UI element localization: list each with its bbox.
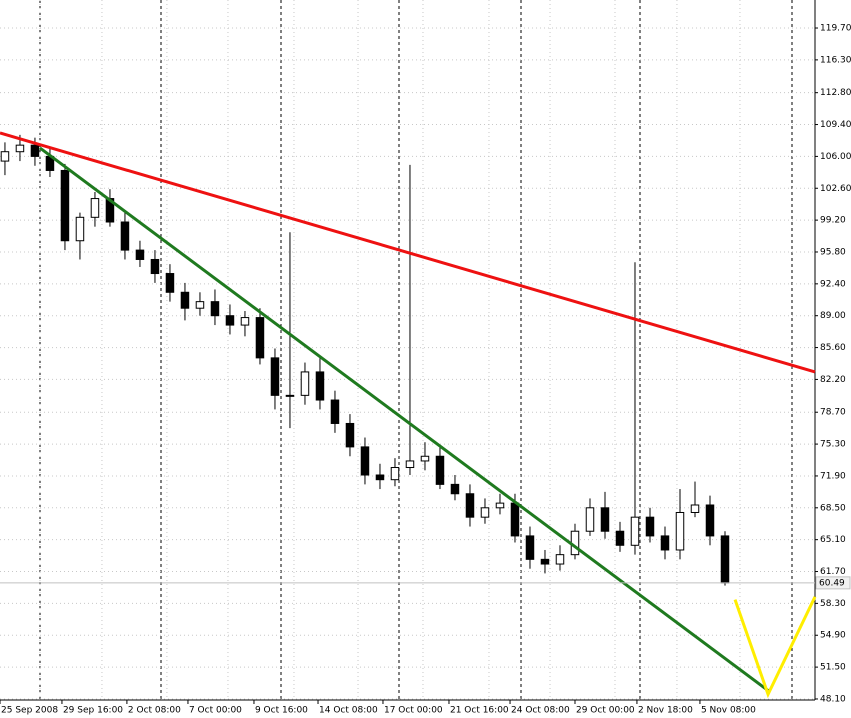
candle-body [135,249,145,260]
x-tick-label: 21 Oct 16:00 [450,706,509,716]
last-price-box [815,576,851,590]
candle-body [435,455,445,485]
candle-body [60,169,70,242]
candle-body [375,474,385,481]
x-tick-label: 9 Oct 16:00 [255,706,308,716]
y-tick-label: 68.50 [820,503,846,513]
candle-body [360,446,370,476]
candle-body [420,455,430,462]
candle-body [240,317,250,326]
candle-body [615,530,625,546]
candle-body [0,151,10,162]
candle-body [345,422,355,448]
candle-body [120,221,130,251]
candle-body [705,504,715,537]
x-tick-label: 7 Oct 00:00 [189,706,242,716]
candle-body [645,516,655,537]
candle-body [270,357,280,396]
candle-body [15,144,25,153]
candle-body [390,467,400,481]
y-tick-label: 89.00 [820,311,846,321]
y-tick-label: 48.10 [820,694,846,704]
candle-body [540,558,550,565]
candle-body [495,502,505,509]
y-tick-label: 112.80 [820,88,851,98]
y-tick-label: 106.00 [820,152,851,162]
x-tick-label: 25 Sep 2008 [1,706,58,716]
trendline [39,146,771,694]
x-tick-label: 17 Oct 00:00 [384,706,443,716]
candle-body [30,144,40,157]
candle-body [75,216,85,242]
y-tick-label: 85.60 [820,343,846,353]
y-tick-label: 102.60 [820,184,851,194]
candle-body [90,198,100,218]
candle-body [660,535,670,551]
y-tick-label: 65.10 [820,535,846,545]
candle-body [285,394,295,397]
trendline [0,131,816,374]
candle-body [690,504,700,513]
x-tick-label: 2 Nov 18:00 [638,706,693,716]
x-tick-label: 24 Oct 08:00 [511,706,570,716]
y-tick-label: 75.30 [820,440,846,450]
candle-body [525,535,535,560]
candle-body [300,371,310,396]
x-tick-label: 14 Oct 08:00 [319,706,378,716]
candle-body [600,507,610,532]
candle-body [210,301,220,317]
candle-body [255,317,265,359]
last-price-label: 60.49 [819,578,845,588]
candle-body [450,483,460,495]
y-tick-label: 61.70 [820,567,846,577]
candle-body [585,507,595,532]
candle-body [480,507,490,518]
candle-body [555,554,565,565]
candle-body [195,301,205,309]
x-tick-label: 5 Nov 08:00 [701,706,756,716]
candle-body [675,511,685,551]
period-separators [39,0,793,700]
candle-body [180,291,190,309]
candle-body [510,502,520,537]
x-tick-label: 29 Sep 16:00 [63,706,123,716]
y-tick-label: 92.40 [820,279,846,289]
y-tick-label: 71.90 [820,471,846,481]
y-tick-label: 109.40 [820,120,851,130]
y-tick-label: 95.80 [820,247,846,257]
y-tick-label: 116.30 [820,55,851,65]
candle-body [630,516,640,546]
candle-body [405,460,415,469]
y-tick-label: 99.20 [820,216,846,226]
candle-body [330,399,340,424]
y-tick-label: 78.70 [820,408,846,418]
candle-body [465,493,475,518]
candle-body [720,535,730,584]
candle-body [165,273,175,293]
y-tick-label: 54.90 [820,631,846,641]
x-tick-label: 2 Oct 08:00 [128,706,181,716]
y-tick-label: 82.20 [820,375,846,385]
y-tick-label: 51.50 [820,663,846,673]
candle-body [225,315,235,326]
candle-body [315,371,325,401]
y-tick-label: 119.70 [820,24,851,34]
candle-body [150,258,160,275]
x-tick-label: 29 Oct 00:00 [576,706,635,716]
y-tick-label: 58.30 [820,599,846,609]
trendline [733,596,817,699]
